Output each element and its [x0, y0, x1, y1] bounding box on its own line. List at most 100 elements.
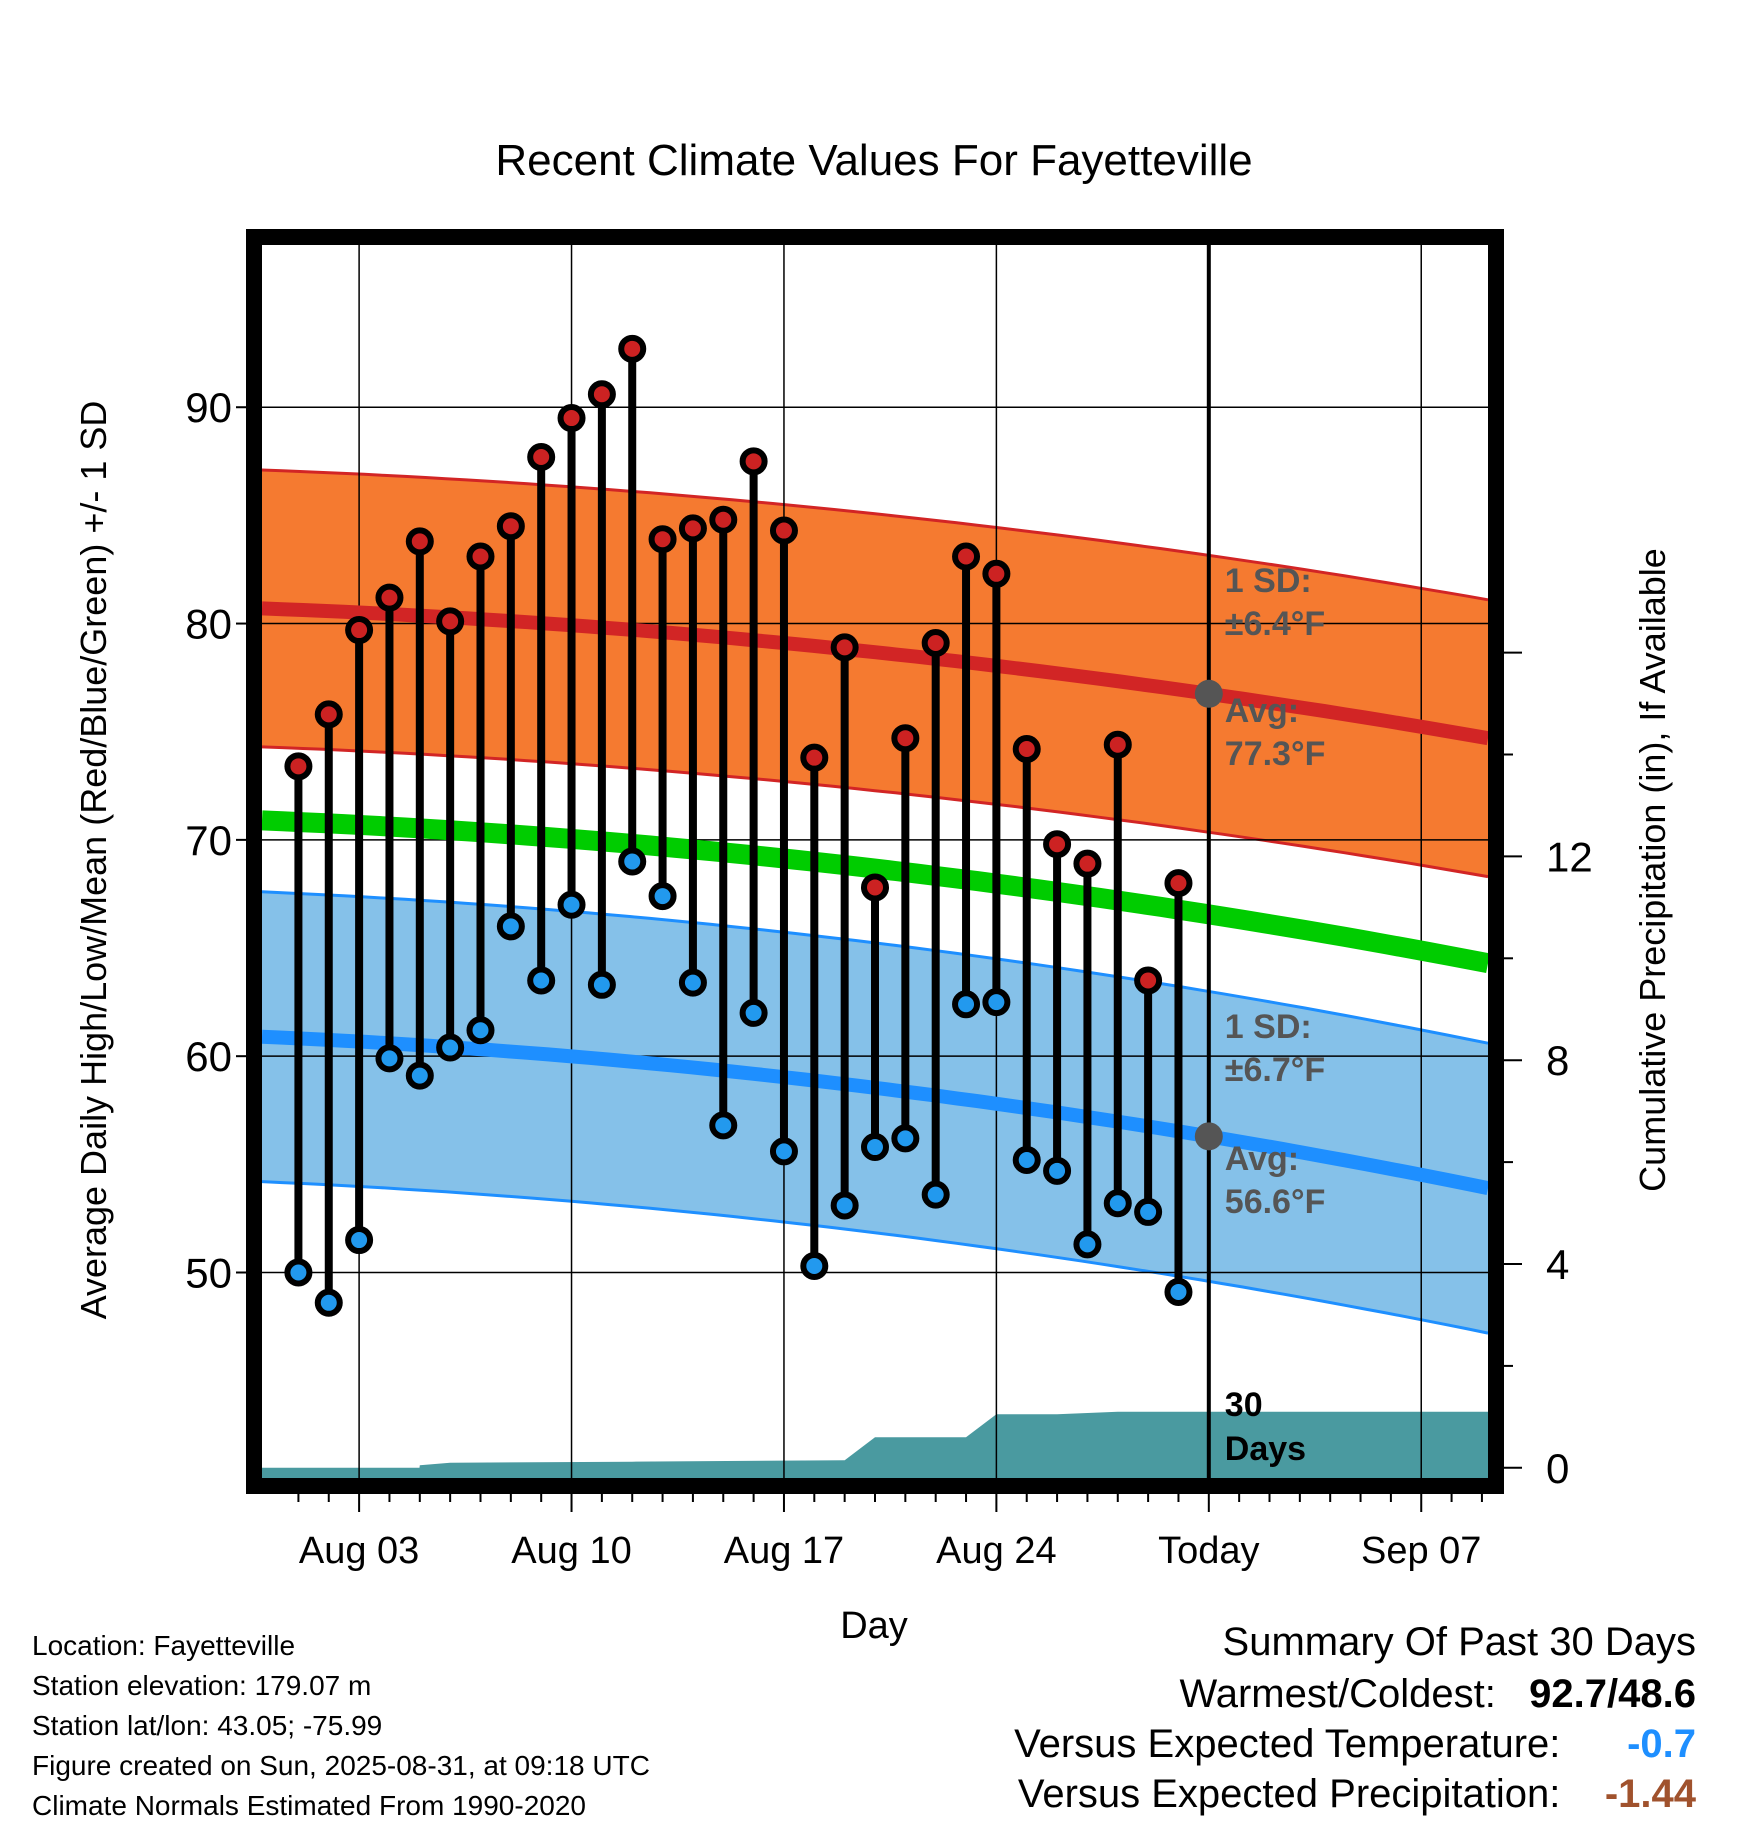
- high-marker-4: [375, 583, 404, 612]
- x-tick-label-2: Aug 17: [724, 1530, 844, 1572]
- low-marker-25: [1012, 1146, 1041, 1175]
- low-marker-26: [1043, 1156, 1072, 1185]
- x-tick-label-0: Aug 03: [299, 1530, 419, 1572]
- low-marker-28: [1103, 1189, 1132, 1218]
- summary-title: Summary Of Past 30 Days: [1222, 1620, 1696, 1664]
- low-marker-9: [527, 966, 556, 995]
- high-marker-6: [436, 607, 465, 636]
- today-high-avg-dot: [1194, 679, 1223, 708]
- low-marker-13: [648, 882, 677, 911]
- high-marker-23: [952, 542, 981, 571]
- x-tick-label-3: Aug 24: [936, 1530, 1056, 1572]
- high-marker-30: [1164, 869, 1193, 898]
- low-marker-24: [982, 988, 1011, 1017]
- high-marker-22: [921, 629, 950, 658]
- low-marker-3: [345, 1226, 374, 1255]
- x-tick-label-5: Sep 07: [1361, 1530, 1481, 1572]
- high-marker-18: [800, 743, 829, 772]
- normal-high-line: [261, 601, 1490, 746]
- high-marker-25: [1012, 735, 1041, 764]
- high-marker-2: [314, 700, 343, 729]
- created-text: Figure created on Sun, 2025-08-31, at 09…: [32, 1750, 650, 1781]
- high-marker-24: [982, 559, 1011, 588]
- high-marker-11: [587, 380, 616, 409]
- temp-label: Versus Expected Temperature:: [1014, 1722, 1561, 1766]
- high-marker-14: [678, 514, 707, 543]
- days-label-number: 30: [1225, 1386, 1263, 1424]
- low-marker-27: [1073, 1230, 1102, 1259]
- normals-text: Climate Normals Estimated From 1990-2020: [32, 1790, 586, 1821]
- low-marker-5: [405, 1061, 434, 1090]
- low-marker-11: [587, 970, 616, 999]
- high-marker-12: [618, 334, 647, 363]
- high-band-upper-edge: [261, 468, 1489, 602]
- days-label-text: Days: [1225, 1430, 1306, 1468]
- high-avg-value: 77.3°F: [1225, 735, 1326, 773]
- summary-temp: Versus Expected Temperature: -0.7: [1014, 1722, 1696, 1767]
- high-marker-13: [648, 525, 677, 554]
- high-marker-15: [709, 505, 738, 534]
- y-tick-label-80: 80: [185, 601, 232, 648]
- y2-tick-label-0: 0: [1546, 1445, 1569, 1492]
- latlon-text: Station lat/lon: 43.05; -75.99: [32, 1710, 383, 1741]
- normal-mean-line: [261, 810, 1490, 974]
- plot-area: 1 SD: ±6.4°F Avg: 77.3°F 1 SD: ±6.7°F Avg: 56.6…: [185, 229, 1593, 1572]
- x-tick-label-1: Aug 10: [511, 1530, 631, 1572]
- plot-frame: [246, 229, 1504, 1494]
- y2-axis-label: Cumulative Precipitation (in), If Availa…: [1632, 548, 1673, 1192]
- y2-tick-label-12: 12: [1546, 833, 1593, 880]
- summary-warm-cold: Warmest/Coldest: 92.7/48.6: [1179, 1672, 1696, 1717]
- high-sd-value: ±6.4°F: [1225, 605, 1325, 643]
- low-marker-19: [830, 1191, 859, 1220]
- low-sd-value: ±6.7°F: [1225, 1051, 1325, 1089]
- summary-precip: Versus Expected Precipitation: -1.44: [1018, 1772, 1696, 1817]
- high-sd-band: [262, 470, 1488, 877]
- y-axis-label: Average Daily High/Low/Mean (Red/Blue/Gr…: [73, 401, 114, 1320]
- high-marker-28: [1103, 730, 1132, 759]
- high-marker-21: [891, 724, 920, 753]
- low-marker-23: [952, 990, 981, 1019]
- low-avg-label: Avg:: [1225, 1140, 1299, 1178]
- today-low-avg-dot: [1194, 1122, 1223, 1151]
- x-axis-label: Day: [840, 1605, 908, 1647]
- temp-value: -0.7: [1627, 1722, 1696, 1766]
- low-marker-18: [800, 1252, 829, 1281]
- high-marker-20: [861, 873, 889, 902]
- high-marker-26: [1043, 830, 1072, 859]
- high-marker-9: [527, 442, 556, 471]
- precipitation-area: [262, 1411, 1488, 1478]
- low-marker-21: [891, 1124, 920, 1153]
- y-tick-label-90: 90: [185, 384, 232, 431]
- high-marker-16: [739, 447, 768, 476]
- chart-title: Recent Climate Values For Fayetteville: [495, 136, 1252, 185]
- low-marker-29: [1134, 1197, 1163, 1226]
- y-tick-label-70: 70: [185, 817, 232, 864]
- low-marker-17: [769, 1137, 798, 1166]
- high-marker-27: [1073, 849, 1102, 878]
- low-marker-30: [1164, 1277, 1193, 1306]
- x-tick-label-4: Today: [1158, 1530, 1259, 1572]
- low-marker-6: [436, 1033, 465, 1062]
- low-marker-10: [557, 890, 586, 919]
- y2-tick-label-4: 4: [1546, 1241, 1569, 1288]
- high-marker-3: [345, 616, 374, 645]
- low-marker-16: [739, 998, 768, 1027]
- low-marker-15: [709, 1111, 738, 1140]
- low-marker-14: [678, 968, 707, 997]
- low-marker-8: [496, 912, 525, 941]
- high-marker-8: [496, 512, 525, 541]
- low-marker-12: [618, 847, 647, 876]
- high-marker-19: [830, 633, 859, 662]
- high-marker-5: [405, 527, 434, 556]
- high-marker-1: [284, 752, 313, 781]
- low-sd-label: 1 SD:: [1225, 1008, 1312, 1046]
- warm-cold-value: 92.7/48.6: [1529, 1672, 1696, 1716]
- low-avg-value: 56.6°F: [1225, 1183, 1326, 1221]
- location-text: Location: Fayetteville: [32, 1630, 296, 1661]
- low-band-lower-edge: [261, 1180, 1489, 1335]
- high-marker-17: [769, 516, 798, 545]
- low-marker-20: [861, 1133, 889, 1162]
- high-avg-label: Avg:: [1225, 692, 1299, 730]
- low-marker-22: [921, 1180, 950, 1209]
